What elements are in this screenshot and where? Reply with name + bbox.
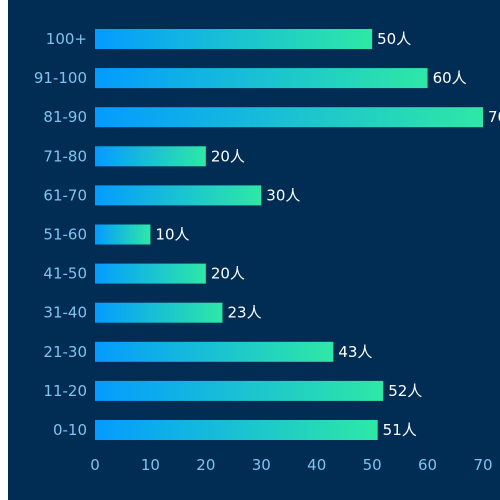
bar [95, 107, 483, 128]
value-label: 51人 [383, 421, 417, 439]
bar [95, 68, 428, 89]
category-label: 41-50 [43, 265, 87, 283]
x-tick-label: 0 [90, 456, 100, 474]
value-label: 52人 [388, 382, 422, 400]
category-labels-group: 100+ 91-100 81-90 71-80 61-70 51-60 41-50 31-40… [34, 30, 87, 439]
x-tick-label: 10 [141, 456, 160, 474]
x-tick-label: 20 [196, 456, 215, 474]
category-label: 81-90 [43, 108, 87, 126]
bar [95, 341, 334, 362]
value-label: 70人 [488, 108, 500, 126]
x-tick-label: 60 [418, 456, 437, 474]
x-tick-label: 70 [473, 456, 492, 474]
bars-group [95, 29, 483, 440]
category-label: 21-30 [43, 343, 87, 361]
bar [95, 29, 373, 49]
category-label: 91-100 [34, 69, 87, 87]
x-tick-label: 50 [363, 456, 382, 474]
bar [95, 302, 223, 323]
bar [95, 224, 151, 245]
value-label: 20人 [211, 265, 245, 283]
bar [95, 146, 206, 167]
category-label: 100+ [46, 30, 87, 48]
bar [95, 263, 206, 284]
x-axis-ticks-group: 0 10 20 30 40 50 60 70 [90, 456, 492, 474]
value-labels-group: 50人 60人 70人 20人 30人 10人 20人 23人 43人 52人 51人 [155, 30, 500, 439]
category-label: 61-70 [43, 186, 87, 204]
bar [95, 185, 262, 206]
value-label: 43人 [338, 343, 372, 361]
category-label: 0-10 [53, 421, 87, 439]
category-label: 11-20 [43, 382, 87, 400]
value-label: 60人 [433, 69, 467, 87]
category-label: 31-40 [43, 304, 87, 322]
value-label: 20人 [211, 147, 245, 165]
value-label: 50人 [377, 30, 411, 48]
bar [95, 380, 384, 401]
value-label: 10人 [155, 226, 189, 244]
category-label: 71-80 [43, 147, 87, 165]
x-tick-label: 30 [252, 456, 271, 474]
value-label: 23人 [227, 304, 261, 322]
category-label: 51-60 [43, 226, 87, 244]
bar [95, 420, 378, 440]
value-label: 30人 [266, 186, 300, 204]
x-tick-label: 40 [307, 456, 326, 474]
